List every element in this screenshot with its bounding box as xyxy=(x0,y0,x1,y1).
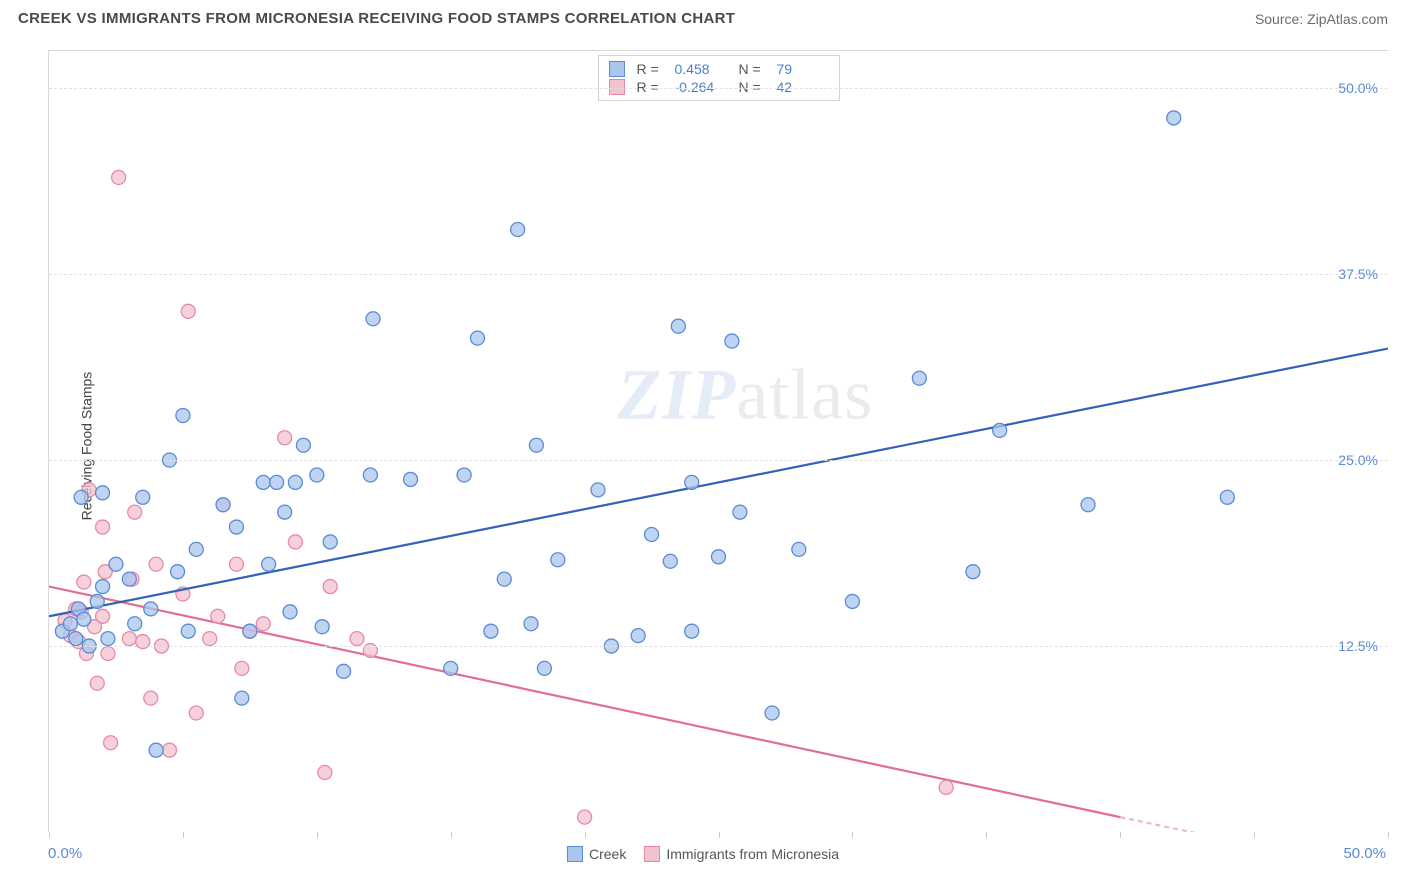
chart-plot-area: ZIPatlas R = 0.458 N = 79 R = -0.264 N =… xyxy=(48,50,1388,832)
y-tick-label: 37.5% xyxy=(1338,266,1378,282)
n-label: N = xyxy=(739,79,765,95)
swatch-creek-icon xyxy=(567,846,583,862)
legend-item-micronesia: Immigrants from Micronesia xyxy=(644,846,839,862)
correlation-legend: R = 0.458 N = 79 R = -0.264 N = 42 xyxy=(598,55,840,101)
scatter-svg xyxy=(49,51,1388,832)
r-value-micronesia: -0.264 xyxy=(675,79,727,95)
x-origin-label: 0.0% xyxy=(48,845,82,862)
swatch-micronesia-icon xyxy=(644,846,660,862)
source-name: ZipAtlas.com xyxy=(1307,11,1388,27)
chart-title: CREEK VS IMMIGRANTS FROM MICRONESIA RECE… xyxy=(18,10,735,27)
series-legend: Creek Immigrants from Micronesia xyxy=(567,846,839,862)
legend-row-creek: R = 0.458 N = 79 xyxy=(609,60,829,78)
n-value-creek: 79 xyxy=(777,61,829,77)
legend-item-creek: Creek xyxy=(567,846,626,862)
n-value-micronesia: 42 xyxy=(777,79,829,95)
n-label: N = xyxy=(739,61,765,77)
legend-row-micronesia: R = -0.264 N = 42 xyxy=(609,78,829,96)
legend-label-creek: Creek xyxy=(589,846,626,862)
r-label: R = xyxy=(637,61,663,77)
source-attribution: Source: ZipAtlas.com xyxy=(1255,11,1388,27)
swatch-micronesia xyxy=(609,79,625,95)
source-prefix: Source: xyxy=(1255,11,1307,27)
r-value-creek: 0.458 xyxy=(675,61,727,77)
legend-label-micronesia: Immigrants from Micronesia xyxy=(666,846,839,862)
x-max-label: 50.0% xyxy=(1343,845,1386,862)
y-tick-label: 50.0% xyxy=(1338,80,1378,96)
r-label: R = xyxy=(637,79,663,95)
chart-header: CREEK VS IMMIGRANTS FROM MICRONESIA RECE… xyxy=(0,0,1406,33)
swatch-creek xyxy=(609,61,625,77)
y-tick-label: 12.5% xyxy=(1338,638,1378,654)
y-tick-label: 25.0% xyxy=(1338,452,1378,468)
